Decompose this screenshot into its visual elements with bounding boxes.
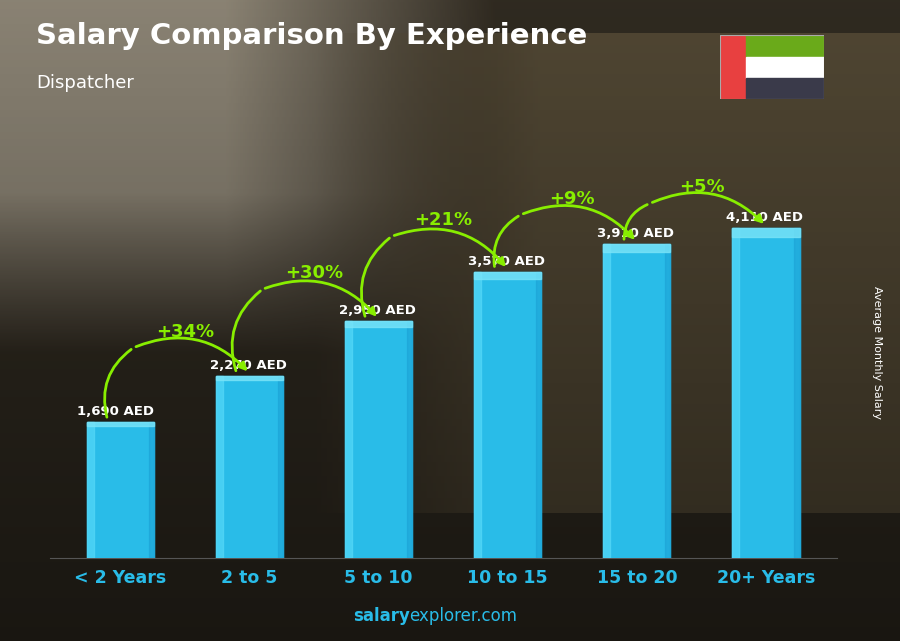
Bar — [603, 244, 610, 558]
Bar — [720, 35, 746, 99]
Bar — [474, 272, 481, 558]
Bar — [407, 321, 412, 558]
Bar — [603, 244, 670, 558]
Bar — [87, 422, 154, 558]
Text: +30%: +30% — [285, 264, 343, 282]
Bar — [345, 321, 352, 558]
Bar — [345, 321, 412, 327]
Text: +21%: +21% — [414, 211, 472, 229]
Bar — [733, 228, 739, 558]
Bar — [746, 35, 824, 57]
Bar — [345, 321, 412, 558]
Bar — [148, 422, 154, 558]
Text: Average Monthly Salary: Average Monthly Salary — [872, 286, 883, 419]
Text: 1,690 AED: 1,690 AED — [76, 405, 154, 418]
Text: explorer.com: explorer.com — [410, 607, 518, 625]
Bar — [746, 78, 824, 99]
Bar — [87, 422, 154, 426]
Bar — [474, 272, 542, 558]
Bar — [87, 422, 94, 558]
Text: 2,270 AED: 2,270 AED — [210, 359, 286, 372]
Bar — [474, 272, 542, 279]
Bar — [216, 376, 284, 380]
Text: 3,910 AED: 3,910 AED — [597, 228, 674, 240]
Text: Salary Comparison By Experience: Salary Comparison By Experience — [36, 22, 587, 51]
Bar — [733, 228, 799, 558]
Text: 4,110 AED: 4,110 AED — [726, 212, 803, 224]
Text: +5%: +5% — [679, 178, 725, 196]
Text: salary: salary — [353, 607, 410, 625]
Bar — [733, 228, 799, 237]
Bar — [216, 376, 284, 558]
Bar — [216, 376, 223, 558]
Bar — [746, 56, 824, 78]
Bar — [665, 244, 670, 558]
Bar — [603, 244, 670, 252]
Bar — [794, 228, 799, 558]
Text: 3,570 AED: 3,570 AED — [468, 254, 544, 268]
Text: 2,950 AED: 2,950 AED — [338, 304, 416, 317]
Bar — [536, 272, 542, 558]
Text: +34%: +34% — [156, 322, 214, 340]
Bar — [278, 376, 284, 558]
Text: Dispatcher: Dispatcher — [36, 74, 134, 92]
Text: +9%: +9% — [550, 190, 595, 208]
